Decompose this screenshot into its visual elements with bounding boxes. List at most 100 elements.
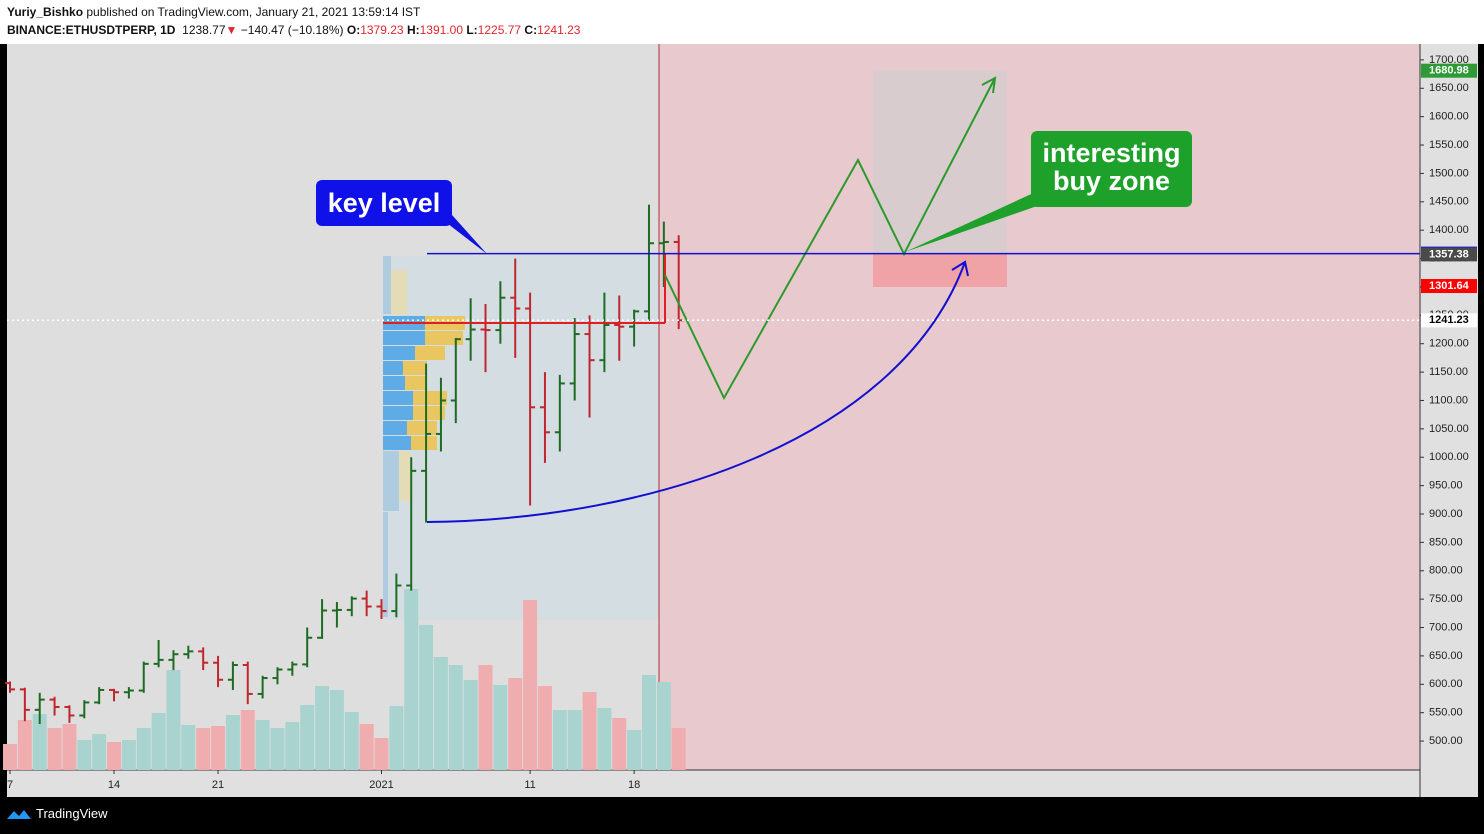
volume-bar bbox=[121, 740, 136, 770]
published: published on TradingView.com, January 21… bbox=[86, 5, 421, 19]
o-label: O: bbox=[346, 23, 361, 37]
arrow: ▼ bbox=[225, 23, 238, 37]
volume-bar bbox=[92, 734, 107, 770]
vp-row bbox=[383, 512, 388, 617]
target-zone bbox=[873, 70, 1007, 254]
volume-bar bbox=[62, 724, 77, 770]
price-label: 1357.38 bbox=[1429, 248, 1469, 260]
price-label-bg bbox=[1421, 313, 1477, 328]
volume-bar bbox=[612, 718, 627, 770]
symbol-line: BINANCE:ETHUSDTPERP, 1D 1238.77▼ −140.47… bbox=[7, 23, 580, 37]
x-tick-label: 21 bbox=[212, 779, 224, 791]
axis-layer: 500.00 550.00 600.00 650.00 700.00 750.00 800.… bbox=[7, 54, 1477, 791]
x-tick-label: 11 bbox=[524, 779, 535, 791]
price-label: 1680.98 bbox=[1429, 65, 1469, 77]
vp-row bbox=[383, 436, 411, 450]
l-label: L: bbox=[466, 23, 478, 37]
logo bbox=[7, 809, 31, 819]
volume-bar bbox=[315, 686, 330, 770]
volume-bar bbox=[567, 710, 582, 770]
volume-bar bbox=[196, 728, 211, 770]
header: Yuriy_Bishko published on TradingView.co… bbox=[0, 0, 1484, 44]
symbol: BINANCE:ETHUSDTPERP, 1D bbox=[7, 23, 176, 37]
y-tick-label: 1150.00 bbox=[1429, 366, 1468, 378]
volume-bar bbox=[374, 738, 389, 770]
volume-bar bbox=[255, 720, 270, 770]
volume-bar bbox=[300, 705, 315, 770]
blue-curve bbox=[426, 261, 966, 523]
volume-bar bbox=[433, 657, 448, 770]
vp-row bbox=[403, 361, 427, 375]
vp-row bbox=[405, 376, 427, 390]
volume-bar bbox=[344, 712, 359, 770]
vp-row bbox=[413, 391, 447, 405]
time-axis-bg bbox=[7, 770, 1420, 797]
volume-bar bbox=[508, 678, 523, 770]
y-tick-label: 800.00 bbox=[1429, 565, 1463, 577]
volume-bar bbox=[285, 722, 300, 770]
stop-zone bbox=[873, 254, 1007, 287]
vp-row bbox=[383, 256, 391, 314]
volume-bar bbox=[240, 710, 255, 770]
volume-bar bbox=[537, 686, 552, 770]
volume-bar bbox=[448, 665, 463, 770]
y-tick-label: 1500.00 bbox=[1429, 167, 1469, 179]
h: 1391.00 bbox=[419, 23, 463, 37]
volume-bar bbox=[419, 625, 434, 770]
vp-row bbox=[415, 346, 445, 360]
volume-bar bbox=[181, 725, 196, 770]
volume-bar bbox=[641, 675, 656, 770]
volume-bar bbox=[359, 724, 374, 770]
vp-row bbox=[383, 361, 403, 375]
y-tick-label: 1600.00 bbox=[1429, 111, 1469, 123]
volume-bar bbox=[166, 670, 181, 770]
x-tick-label: 14 bbox=[108, 779, 120, 791]
footer: TradingView bbox=[6, 806, 108, 821]
y-tick-label: 900.00 bbox=[1429, 508, 1463, 520]
vp-row bbox=[407, 421, 437, 435]
publish-line: Yuriy_Bishko published on TradingView.co… bbox=[7, 5, 420, 19]
y-tick-label: 750.00 bbox=[1429, 593, 1463, 605]
author: Yuriy_Bishko bbox=[7, 5, 84, 19]
vp-row bbox=[391, 270, 407, 314]
projection-arrow bbox=[981, 76, 997, 94]
x-tick-label: 18 bbox=[628, 779, 640, 791]
y-tick-label: 500.00 bbox=[1429, 735, 1463, 747]
vp-row bbox=[383, 421, 407, 435]
volume-bar bbox=[404, 589, 419, 770]
y-tick-label: 700.00 bbox=[1429, 621, 1463, 633]
volume-bar bbox=[656, 682, 671, 770]
volume-bar bbox=[136, 728, 151, 770]
volume-bar bbox=[211, 726, 226, 770]
volume-bar bbox=[32, 714, 47, 770]
vp-row bbox=[411, 436, 437, 450]
y-tick-label: 1550.00 bbox=[1429, 139, 1469, 151]
buy-zone-note: interesting buy zone bbox=[1031, 131, 1192, 207]
y-tick-label: 1700.00 bbox=[1429, 54, 1469, 66]
volume-bar bbox=[77, 740, 92, 770]
volume-bar bbox=[270, 728, 285, 770]
zone-pointer bbox=[905, 190, 1040, 252]
volume-bar bbox=[17, 720, 32, 770]
vp-row bbox=[383, 451, 399, 511]
c: 1241.23 bbox=[537, 23, 581, 37]
vp-row bbox=[383, 331, 425, 345]
volume-bar bbox=[597, 708, 612, 770]
volume-layer bbox=[3, 589, 686, 770]
projection-path bbox=[664, 77, 996, 401]
volume-bar bbox=[523, 600, 538, 770]
brand: TradingView bbox=[36, 806, 108, 821]
volume-bar bbox=[3, 744, 17, 770]
price-label-bg bbox=[1421, 63, 1477, 78]
y-tick-label: 1000.00 bbox=[1429, 451, 1469, 463]
price-axis-bg bbox=[1420, 44, 1478, 797]
y-tick-label: 1650.00 bbox=[1429, 82, 1469, 94]
y-tick-label: 600.00 bbox=[1429, 678, 1463, 690]
vp-row bbox=[399, 451, 411, 501]
x-tick-label: 2021 bbox=[369, 779, 393, 791]
o: 1379.23 bbox=[360, 23, 404, 37]
y-tick-label: 950.00 bbox=[1429, 480, 1463, 492]
volume-bar bbox=[47, 728, 62, 770]
volume-bar bbox=[151, 713, 166, 770]
